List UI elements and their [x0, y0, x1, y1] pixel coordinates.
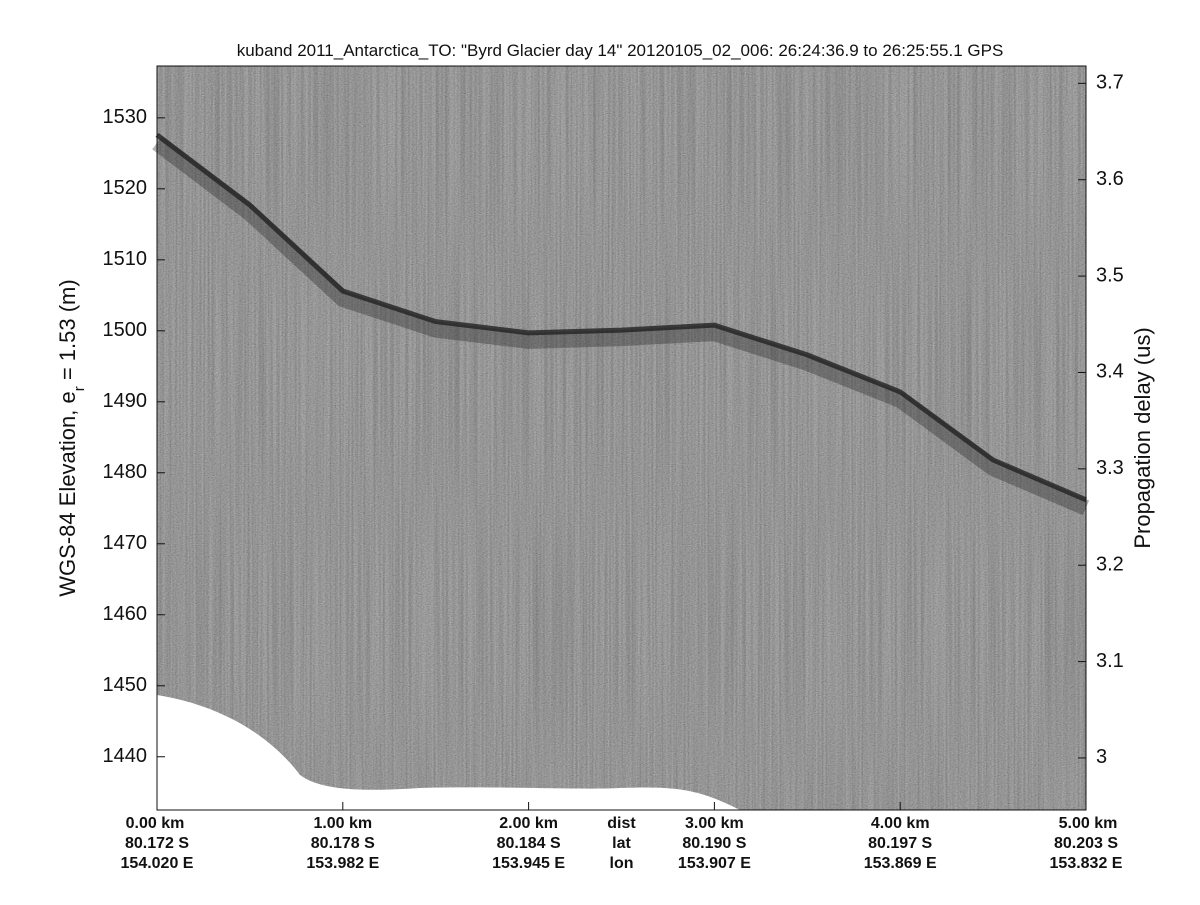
y-tick-label: 1440: [103, 745, 148, 767]
y-axis-label: WGS-84 Elevation, er = 1.53 (m): [55, 279, 88, 596]
x-tick-label: 3.00 km: [685, 815, 744, 832]
lat-label: 80.197 S: [868, 835, 932, 852]
y-tick-label: 1510: [103, 248, 148, 270]
y-tick-label: 1450: [103, 674, 148, 696]
y-tick-label: 1500: [103, 319, 148, 341]
y2-tick-label: 3.1: [1096, 650, 1124, 672]
y2-tick-label: 3.5: [1096, 264, 1124, 286]
lon-label: 153.982 E: [306, 855, 379, 872]
y-tick-label: 1470: [103, 532, 148, 554]
lat-label: 80.203 S: [1054, 835, 1118, 852]
y-label-suffix: = 1.53 (m): [55, 279, 80, 386]
y-label-subscript: r: [71, 386, 88, 391]
plot-frame: [156, 65, 1087, 811]
lon-label: 153.907 E: [678, 855, 751, 872]
y2-tick-label: 3.3: [1096, 457, 1124, 479]
lat-label: 80.184 S: [497, 835, 561, 852]
surface-line: [155, 132, 1087, 503]
y2-tick-label: 3.2: [1096, 553, 1124, 575]
lon-label: 153.945 E: [492, 855, 565, 872]
lon-label: 153.869 E: [864, 855, 937, 872]
row-name: dist: [607, 815, 636, 832]
x-tick-label: 2.00 km: [499, 815, 558, 832]
surface-band: [152, 136, 1090, 516]
x-tick-label: 5.00 km: [1059, 815, 1118, 832]
y-label-text: WGS-84 Elevation, e: [55, 391, 80, 596]
row-name: lat: [612, 835, 631, 852]
y-tick-label: 1520: [103, 177, 148, 199]
y2-tick-label: 3.4: [1096, 361, 1124, 383]
lat-label: 80.172 S: [125, 835, 189, 852]
y2-tick-label: 3.6: [1096, 168, 1124, 190]
y-tick-label: 1490: [103, 390, 148, 412]
y-tick-label: 1460: [103, 603, 148, 625]
row-name: lon: [610, 855, 634, 872]
chart-title: kuband 2011_Antarctica_TO: "Byrd Glacier…: [237, 41, 1004, 60]
y-tick-label: 1480: [103, 461, 148, 483]
lon-label: 154.020 E: [121, 855, 194, 872]
lat-label: 80.190 S: [682, 835, 746, 852]
x-tick-label: 1.00 km: [313, 815, 372, 832]
x-tick-label: 0.00 km: [126, 815, 185, 832]
x-tick-label: 4.00 km: [871, 815, 930, 832]
y-tick-label: 1530: [103, 106, 148, 128]
echogram-streaks: [157, 66, 1086, 810]
no-data-region: [157, 695, 740, 810]
y2-tick-label: 3: [1096, 746, 1107, 768]
y2-tick-label: 3.7: [1096, 72, 1124, 94]
y2-axis-label: Propagation delay (us): [1130, 327, 1155, 548]
lon-label: 153.832 E: [1050, 855, 1123, 872]
lat-label: 80.178 S: [311, 835, 375, 852]
